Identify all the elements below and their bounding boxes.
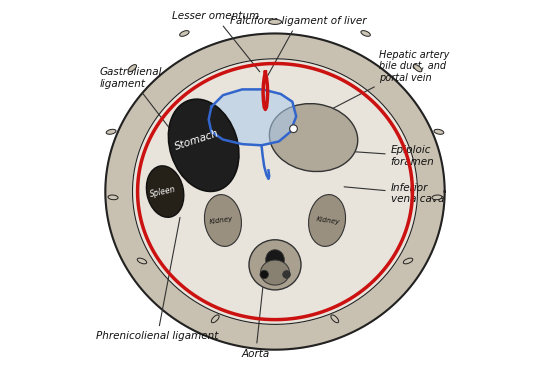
Ellipse shape <box>128 65 136 72</box>
Text: Hepatic artery
bile duct, and
portal vein: Hepatic artery bile duct, and portal vei… <box>296 50 449 127</box>
Ellipse shape <box>432 195 442 200</box>
Ellipse shape <box>270 104 358 171</box>
Ellipse shape <box>205 195 241 247</box>
Ellipse shape <box>283 271 290 278</box>
Polygon shape <box>208 89 296 145</box>
Ellipse shape <box>331 315 339 323</box>
Text: Epiploic
foramen: Epiploic foramen <box>347 145 434 166</box>
Ellipse shape <box>106 129 116 134</box>
Text: Lesser omentum: Lesser omentum <box>172 11 260 72</box>
Ellipse shape <box>290 125 298 133</box>
Text: Kidney: Kidney <box>208 216 233 225</box>
Text: Spleen: Spleen <box>150 185 177 199</box>
Ellipse shape <box>108 195 118 200</box>
Text: Stomach: Stomach <box>174 128 221 152</box>
Polygon shape <box>133 59 417 324</box>
Ellipse shape <box>266 250 284 270</box>
Text: Phrenicolienal ligament: Phrenicolienal ligament <box>96 217 218 341</box>
Text: Gastrolienal
ligament: Gastrolienal ligament <box>100 67 179 140</box>
Text: Kidney: Kidney <box>316 216 340 225</box>
Ellipse shape <box>168 99 239 192</box>
Ellipse shape <box>268 19 282 24</box>
Ellipse shape <box>249 240 301 290</box>
Ellipse shape <box>414 65 422 72</box>
Ellipse shape <box>261 260 289 285</box>
Ellipse shape <box>434 129 444 134</box>
Ellipse shape <box>403 258 412 264</box>
Ellipse shape <box>361 31 370 36</box>
Ellipse shape <box>146 166 184 217</box>
Text: Falciform ligament of liver: Falciform ligament of liver <box>230 16 366 75</box>
Text: Inferior
vena cava: Inferior vena cava <box>344 183 444 204</box>
Ellipse shape <box>260 270 268 279</box>
Ellipse shape <box>211 315 219 323</box>
Text: Aorta: Aorta <box>241 277 270 358</box>
Polygon shape <box>106 33 444 350</box>
Ellipse shape <box>180 31 189 36</box>
Ellipse shape <box>309 195 345 247</box>
Ellipse shape <box>138 258 147 264</box>
